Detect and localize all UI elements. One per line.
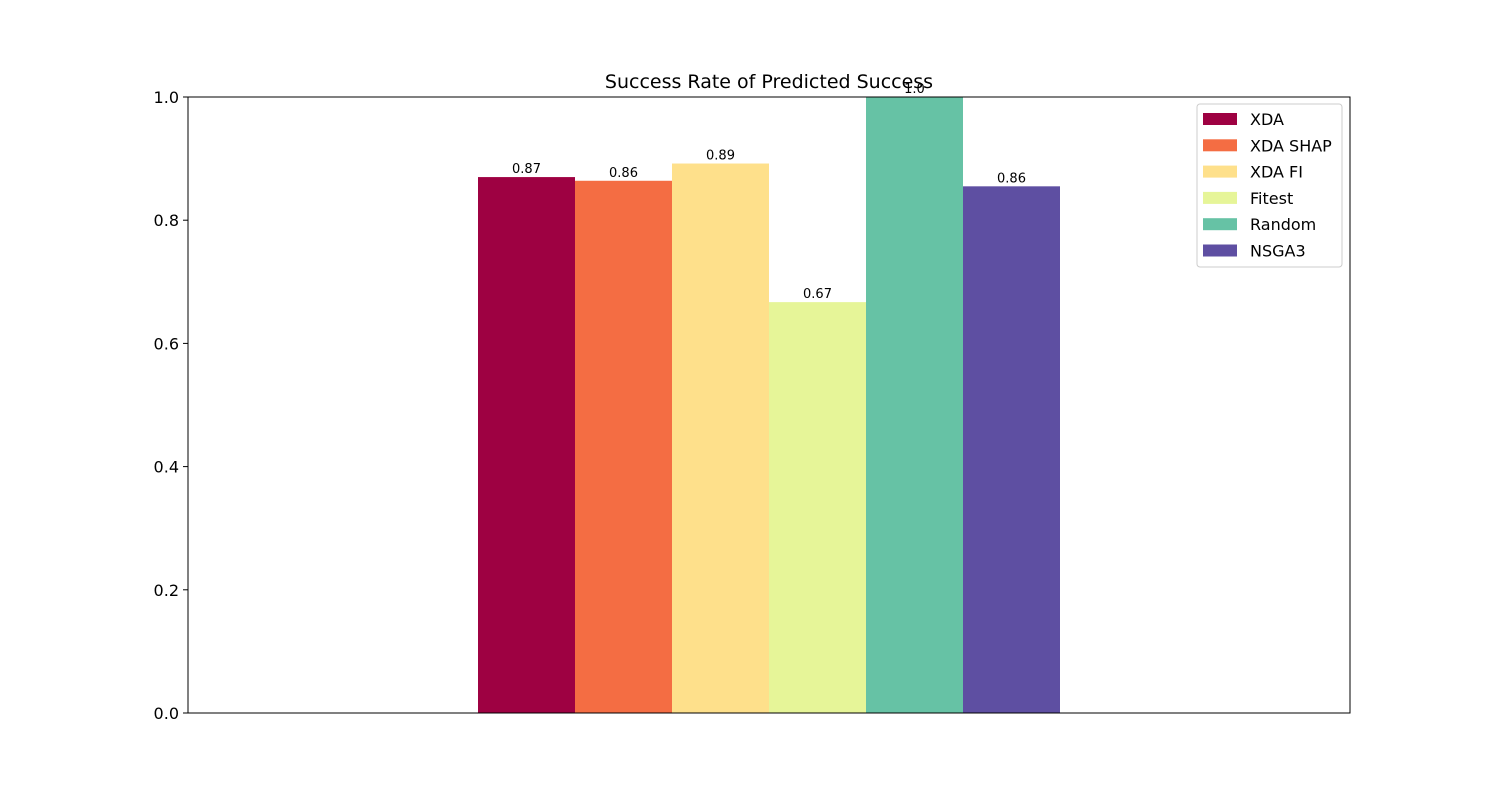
legend-swatch-5	[1203, 244, 1237, 257]
plot-frame	[187, 96, 1351, 714]
bar-3	[769, 302, 866, 713]
bar-1	[575, 180, 672, 713]
bars-group	[478, 97, 1060, 713]
legend-label-1: XDA SHAP	[1250, 136, 1332, 155]
legend-swatch-2	[1203, 165, 1237, 178]
bar-value-label-0: 0.87	[512, 162, 541, 177]
y-tick-label-0: 0.0	[154, 704, 179, 723]
legend-label-4: Random	[1250, 215, 1316, 234]
bar-value-label-4: 1.0	[904, 82, 925, 97]
y-tick-label-5: 1.0	[154, 88, 179, 107]
legend-swatch-1	[1203, 139, 1237, 152]
legend-label-3: Fitest	[1250, 189, 1293, 208]
bar-value-label-3: 0.67	[803, 287, 832, 302]
bar-value-label-2: 0.89	[706, 149, 735, 164]
legend-swatch-0	[1203, 113, 1237, 125]
chart-title: Success Rate of Predicted Success	[605, 71, 933, 93]
y-tick-label-3: 0.6	[154, 334, 179, 353]
legend-swatch-3	[1203, 191, 1237, 204]
legend-swatch-4	[1203, 218, 1237, 231]
value-labels-group: 0.87 0.86 0.89 0.67 1.0 0.86	[512, 82, 1026, 302]
y-tick-label-1: 0.2	[154, 581, 179, 600]
legend: XDA XDA SHAP XDA FI Fitest Random NSGA3	[1196, 103, 1343, 268]
bar-value-label-1: 0.86	[609, 166, 638, 181]
y-tick-label-2: 0.4	[154, 458, 179, 477]
legend-label-0: XDA	[1250, 110, 1284, 129]
bar-value-label-5: 0.86	[997, 171, 1026, 186]
y-tick-label-4: 0.8	[154, 211, 179, 230]
bar-4	[866, 97, 963, 713]
legend-label-2: XDA FI	[1250, 163, 1303, 182]
y-axis: 0.0 0.2 0.4 0.6 0.8 1.0	[154, 88, 188, 723]
bar-5	[963, 186, 1060, 713]
bar-0	[478, 177, 575, 713]
bar-2	[672, 163, 769, 713]
legend-label-5: NSGA3	[1250, 242, 1306, 261]
